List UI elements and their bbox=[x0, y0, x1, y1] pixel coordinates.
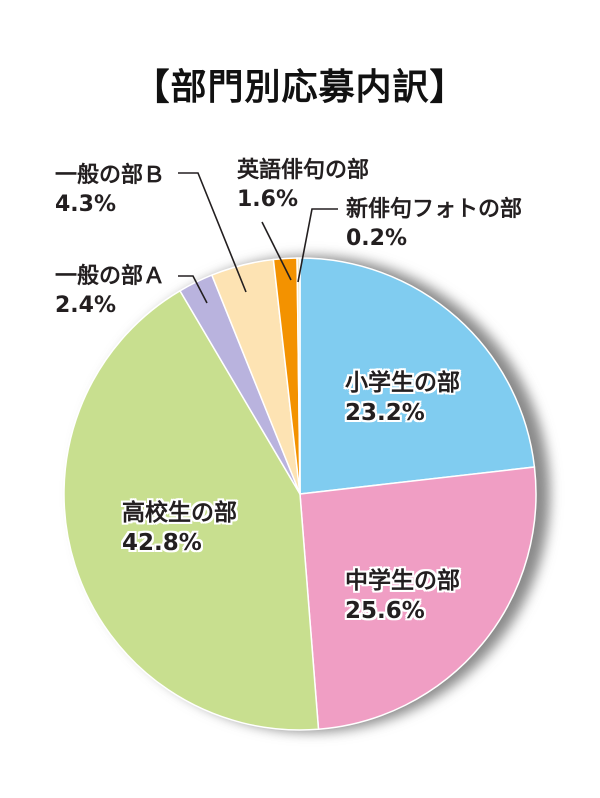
leader-line-eigo bbox=[261, 221, 292, 281]
label-eigo-name: 英語俳句の部 bbox=[237, 158, 370, 183]
pie-slice: 新俳句フォトの部 0.2% bbox=[296, 257, 301, 495]
label-photo-pct: 0.2% bbox=[346, 226, 408, 251]
pie-slices: 小学生の部 23.2%中学生の部 25.6%高校生の部 42.8%一般の部A 2… bbox=[63, 257, 537, 731]
leader-lines bbox=[178, 172, 338, 304]
label-koko-name: 高校生の部 bbox=[122, 500, 237, 526]
label-shogaku: 小学生の部 23.2% bbox=[345, 368, 460, 428]
label-ippan-b-pct: 4.3% bbox=[55, 192, 117, 217]
label-koko-pct: 42.8% bbox=[122, 530, 202, 556]
label-eigo: 英語俳句の部 1.6% bbox=[237, 156, 369, 214]
label-shogaku-pct: 23.2% bbox=[345, 400, 425, 426]
label-koko: 高校生の部 42.8% bbox=[122, 498, 237, 558]
label-ippan-b-name: 一般の部Ｂ bbox=[55, 163, 166, 188]
pie-slice: 小学生の部 23.2% bbox=[299, 257, 536, 495]
leader-line-ippan-b bbox=[178, 172, 247, 293]
label-eigo-pct: 1.6% bbox=[237, 187, 299, 212]
leader-line-photo bbox=[297, 208, 338, 283]
label-chugaku-name: 中学生の部 bbox=[345, 568, 460, 594]
label-ippan-a-name: 一般の部Ａ bbox=[55, 264, 166, 289]
label-ippan-a: 一般の部Ａ 2.4% bbox=[55, 262, 165, 320]
label-photo-name: 新俳句フォトの部 bbox=[346, 197, 523, 222]
pie-slice: 中学生の部 25.6% bbox=[299, 466, 537, 731]
label-ippan-a-pct: 2.4% bbox=[55, 293, 117, 318]
label-ippan-b: 一般の部Ｂ 4.3% bbox=[55, 161, 165, 219]
pie-slice: 高校生の部 42.8% bbox=[63, 290, 320, 731]
label-photo: 新俳句フォトの部 0.2% bbox=[346, 195, 522, 253]
label-shogaku-name: 小学生の部 bbox=[345, 370, 460, 396]
leader-line-ippan-a bbox=[178, 275, 208, 304]
label-chugaku-pct: 25.6% bbox=[345, 598, 425, 624]
label-chugaku: 中学生の部 25.6% bbox=[345, 566, 460, 626]
chart-title: 【部門別応募内訳】 bbox=[133, 67, 467, 108]
